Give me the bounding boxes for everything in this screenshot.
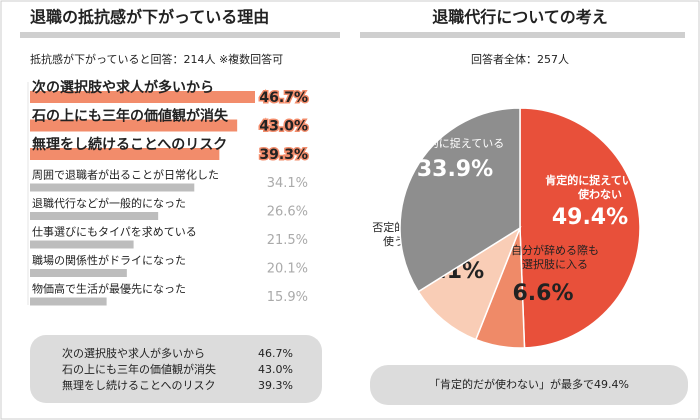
pie-slice — [399, 107, 521, 293]
slice-label: 肯定的に捉えているが使わない — [545, 173, 654, 201]
summary-label: 無理をし続けることへのリスク — [62, 378, 215, 392]
bar — [30, 212, 159, 220]
bar — [30, 183, 195, 192]
slice-label: 否定的に捉えている — [406, 136, 504, 150]
bar — [30, 240, 134, 249]
bar — [30, 269, 127, 277]
left-title: 退職の抵抗感が下がっている理由 — [30, 8, 269, 27]
slice-label: 自分が辞める際も選択肢に入る — [511, 243, 599, 271]
bar-label: 物価高で生活が最優先になった — [32, 282, 186, 296]
summary-value: 39.3% — [258, 379, 293, 392]
pie-slice — [417, 226, 522, 341]
note: 「肯定的だが使わない」が最多で49.4% — [429, 377, 629, 391]
summary-box — [30, 335, 322, 403]
summary-label: 次の選択肢や求人が多いから — [62, 346, 205, 360]
bar-label: 退職代行などが一般的になった — [32, 196, 186, 210]
bar — [30, 119, 238, 132]
right-subtitle: 回答者全体：257人 — [471, 52, 569, 66]
bar-label: 次の選択肢や求人が多いから — [32, 79, 214, 96]
left-subtitle: 抵抗感が下がっていると回答：214人 ※複数回答可 — [30, 52, 283, 66]
title-underline — [360, 32, 685, 38]
value-label: 26.6% — [267, 205, 308, 220]
pie-slice — [519, 107, 641, 349]
note-box — [370, 365, 688, 405]
slice-value: 33.9% — [417, 157, 493, 182]
bar-label: 無理をし続けることへのリスク — [32, 136, 227, 153]
summary-value: 43.0% — [258, 363, 293, 376]
value-label: 39.3% — [259, 147, 308, 163]
value-label: 43.0% — [259, 119, 308, 135]
slice-value: 6.6% — [512, 281, 573, 306]
summary-value: 46.7% — [258, 347, 293, 360]
bar-label: 石の上にも三年の価値観が消失 — [31, 108, 229, 125]
value-label: 20.1% — [267, 262, 308, 277]
right-title: 退職代行についての考え — [432, 8, 608, 27]
bar — [30, 297, 107, 306]
bar — [30, 148, 220, 160]
value-label: 46.7% — [259, 90, 308, 106]
value-label: 34.1% — [267, 176, 308, 191]
bar-label: 仕事選びにもタイパを求めている — [32, 226, 197, 239]
bar-label: 職場の関係性がドライになった — [32, 253, 186, 267]
title-underline — [20, 32, 340, 38]
value-label: 15.9% — [267, 290, 308, 305]
bar — [30, 91, 255, 103]
value-label: 21.5% — [267, 233, 308, 248]
bar-label: 周囲で退職者が出ることが日常化した — [32, 168, 219, 182]
summary-label: 石の上にも三年の価値観が消失 — [62, 362, 216, 376]
slice-value: 49.4% — [552, 205, 628, 230]
